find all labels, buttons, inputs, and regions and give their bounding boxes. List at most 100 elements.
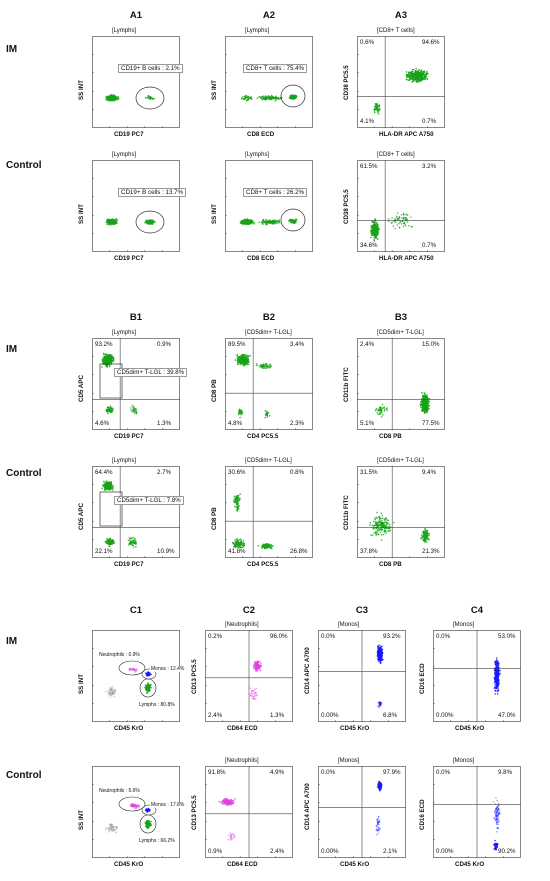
panel-title-c3: C3 xyxy=(355,605,369,616)
event-dot xyxy=(133,540,136,543)
event-dot xyxy=(375,523,377,525)
event-dot xyxy=(148,672,151,675)
event-dot xyxy=(268,544,271,547)
event-dot xyxy=(383,527,386,530)
event-dot xyxy=(262,546,264,549)
y-axis-label: CD38 PC5.5 xyxy=(343,189,350,224)
x-axis-label: CD8 PB xyxy=(379,561,402,568)
event-dot xyxy=(113,542,115,545)
plot-panel: [CD5dim+ T-LGL] CD4 PC5.5 CD8 PB 30.6% 0.8% 4… xyxy=(211,458,313,568)
event-dot xyxy=(373,236,375,239)
event-dot xyxy=(258,96,260,98)
event-dot xyxy=(415,80,418,83)
event-dot xyxy=(370,534,372,536)
event-dot xyxy=(132,410,134,412)
event-dot xyxy=(101,366,103,368)
panel-title-b2: B2 xyxy=(262,312,276,323)
event-dot xyxy=(255,691,258,694)
event-dot xyxy=(410,226,413,228)
population-label: CD8+ T cells : 75.4% xyxy=(243,64,308,73)
event-dot xyxy=(267,546,270,548)
plot-panel: [Lymphs] CD8 ECD SS INT CD8+ T cells : 26.2… xyxy=(211,152,313,262)
event-dot xyxy=(388,523,391,526)
quadrant-upper-left-value: 31.5% xyxy=(359,469,379,476)
event-dot xyxy=(412,75,415,78)
event-dot xyxy=(425,541,428,543)
event-dot xyxy=(133,542,135,545)
gate-ellipse xyxy=(135,210,165,234)
event-dot xyxy=(383,409,386,412)
event-dot xyxy=(423,541,426,543)
quadrant-upper-left-value: 0.6% xyxy=(359,39,376,46)
row-label: IM xyxy=(6,636,18,647)
event-dot xyxy=(417,77,419,79)
event-dot xyxy=(289,97,292,100)
event-dot xyxy=(412,73,415,75)
event-dot xyxy=(412,68,415,71)
event-dot xyxy=(373,111,376,114)
event-dot xyxy=(264,409,267,412)
event-dot xyxy=(253,663,255,665)
event-dot xyxy=(396,212,399,214)
event-dot xyxy=(258,660,261,663)
x-axis-label: CD19 PC7 xyxy=(114,433,144,440)
event-dot xyxy=(410,72,412,75)
event-dot xyxy=(130,668,132,670)
event-dot xyxy=(376,231,379,234)
event-dot xyxy=(113,695,116,698)
event-dot xyxy=(113,689,115,692)
y-axis-label: CD5 APC xyxy=(78,375,85,402)
panel-title-a2: A2 xyxy=(262,10,276,21)
event-dot xyxy=(262,98,264,100)
event-dot xyxy=(108,98,111,101)
event-dot xyxy=(394,219,396,221)
x-axis-label: CD19 PC7 xyxy=(114,561,144,568)
event-dot xyxy=(108,97,111,99)
event-dot xyxy=(385,518,388,521)
event-dot xyxy=(376,227,378,229)
event-dot xyxy=(243,354,245,356)
event-dot xyxy=(379,520,381,523)
event-dot xyxy=(269,219,271,221)
event-dot xyxy=(268,97,270,99)
panel-title-a3: A3 xyxy=(394,10,408,21)
plot-frame xyxy=(92,160,180,252)
plot-area xyxy=(205,630,293,722)
event-dot xyxy=(398,227,401,229)
quadrant-upper-right-value: 0.9% xyxy=(156,341,173,348)
event-dot xyxy=(132,539,135,541)
plot-panel: [CD8+ T cells] HLA-DR APC A750 CD38 PC5.5 0… xyxy=(343,28,445,138)
event-dot xyxy=(378,529,381,531)
event-dot xyxy=(392,521,395,524)
event-dot xyxy=(424,533,427,535)
event-dot xyxy=(423,395,426,398)
x-axis-label: HLA-DR APC A750 xyxy=(379,255,434,262)
plot-frame xyxy=(92,36,180,128)
event-dot xyxy=(423,404,425,407)
event-dot xyxy=(150,219,153,222)
event-dot xyxy=(376,237,379,240)
event-dot xyxy=(144,97,147,99)
gate-name: [Lymphs] xyxy=(112,458,137,464)
population-label: CD8+ T cells : 26.2% xyxy=(243,188,308,197)
event-dot xyxy=(236,538,238,540)
event-dot xyxy=(239,355,242,357)
event-dot xyxy=(274,220,277,222)
event-dot xyxy=(103,489,106,492)
event-dot xyxy=(236,355,238,357)
event-dot xyxy=(132,408,135,411)
event-dot xyxy=(237,363,239,365)
event-dot xyxy=(109,689,112,691)
event-dot xyxy=(260,662,262,665)
event-dot xyxy=(422,402,425,405)
event-dot xyxy=(152,98,154,101)
plot-area xyxy=(357,160,445,252)
event-dot xyxy=(425,408,427,410)
y-axis-label: CD8 PB xyxy=(211,507,218,530)
event-dot xyxy=(384,517,387,520)
event-dot xyxy=(266,416,269,418)
event-dot xyxy=(106,219,108,222)
event-dot xyxy=(240,542,242,544)
event-dot xyxy=(374,518,377,521)
event-dot xyxy=(424,539,426,541)
